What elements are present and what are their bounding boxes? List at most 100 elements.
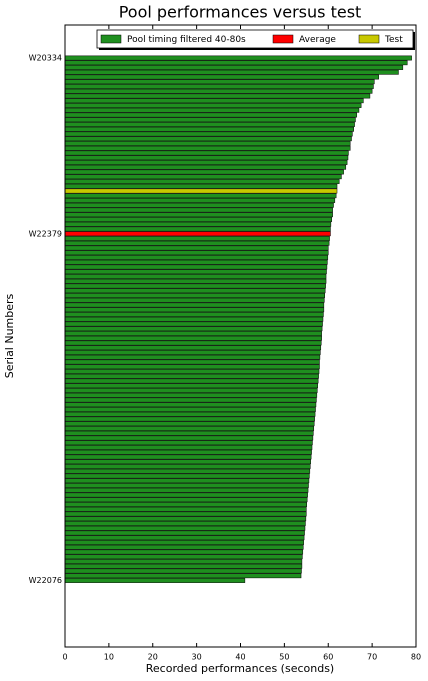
bar — [64, 340, 322, 346]
bar — [64, 136, 352, 142]
x-axis-label: Recorded performances (seconds) — [146, 662, 334, 675]
y-axis-label: Serial Numbers — [3, 293, 16, 378]
bar — [64, 369, 320, 374]
bar — [64, 559, 303, 564]
bar — [64, 492, 308, 498]
bar — [64, 164, 347, 170]
bar — [64, 421, 315, 427]
bar — [64, 183, 338, 189]
bar — [64, 259, 328, 265]
bar — [64, 502, 308, 507]
bar — [64, 407, 316, 412]
bar — [64, 179, 340, 184]
bar — [64, 535, 305, 541]
bar — [64, 107, 360, 113]
bar — [64, 231, 331, 237]
bar — [64, 278, 327, 284]
bar — [64, 293, 325, 298]
bar — [64, 126, 354, 132]
bar — [64, 445, 313, 450]
bar — [64, 321, 323, 327]
bar — [64, 411, 316, 417]
bar — [64, 578, 246, 583]
bar — [64, 84, 374, 89]
bar — [64, 573, 302, 579]
bar — [64, 397, 317, 403]
bar — [64, 440, 313, 446]
bar — [64, 160, 348, 165]
bar — [64, 240, 330, 246]
bar — [64, 131, 353, 137]
bar — [64, 202, 334, 208]
x-tick-label: 80 — [411, 653, 421, 662]
bar — [64, 568, 302, 574]
bar — [64, 221, 332, 227]
bar — [64, 388, 318, 393]
bar — [64, 79, 375, 85]
bar — [64, 297, 325, 303]
x-tick-label: 10 — [104, 653, 114, 662]
bar — [64, 435, 314, 441]
bar — [64, 426, 315, 431]
bar — [64, 193, 337, 199]
bar — [64, 98, 364, 104]
bar — [64, 383, 318, 389]
y-tick-label: W20334 — [29, 54, 62, 63]
chart-title: Pool performances versus test — [119, 3, 362, 22]
bar — [64, 416, 315, 422]
bar — [64, 307, 325, 313]
x-tick-label: 60 — [323, 653, 333, 662]
bar — [64, 174, 342, 180]
bar — [64, 145, 351, 151]
bar — [64, 525, 306, 531]
bar — [64, 449, 312, 455]
bar — [64, 212, 333, 218]
x-tick-label: 20 — [148, 653, 158, 662]
bar — [64, 236, 330, 241]
bar — [64, 103, 362, 108]
bar — [64, 540, 304, 545]
bar — [64, 459, 311, 465]
bar — [64, 198, 336, 203]
x-tick-label: 30 — [192, 653, 202, 662]
bar — [64, 530, 305, 536]
bar — [64, 511, 307, 517]
legend-swatch — [358, 34, 380, 44]
bar — [64, 516, 307, 522]
legend-swatch — [272, 34, 294, 44]
bar — [64, 93, 371, 99]
bar — [64, 549, 304, 555]
bar — [64, 217, 333, 222]
bar — [64, 354, 321, 360]
bar — [64, 55, 412, 61]
bar — [64, 335, 322, 341]
bar — [64, 188, 338, 194]
bar — [64, 274, 327, 279]
bar — [64, 359, 320, 365]
bar — [64, 487, 309, 493]
bar — [64, 521, 306, 526]
bar — [64, 122, 355, 127]
bar — [64, 473, 310, 479]
legend-label: Test — [384, 35, 403, 45]
bar — [64, 544, 304, 550]
bar — [64, 326, 323, 332]
bar — [64, 497, 308, 503]
bar — [64, 483, 309, 488]
legend-swatch — [100, 34, 122, 44]
bar — [64, 65, 404, 70]
bar — [64, 245, 329, 251]
bar — [64, 364, 320, 370]
bar — [64, 302, 325, 308]
bar — [64, 464, 311, 469]
bar — [64, 141, 351, 146]
bar — [64, 207, 333, 213]
bar — [64, 402, 317, 408]
x-tick-label: 70 — [367, 653, 377, 662]
bar — [64, 563, 303, 569]
bar — [64, 112, 358, 118]
bar — [64, 468, 311, 474]
bar — [64, 430, 314, 436]
bar — [64, 312, 324, 317]
